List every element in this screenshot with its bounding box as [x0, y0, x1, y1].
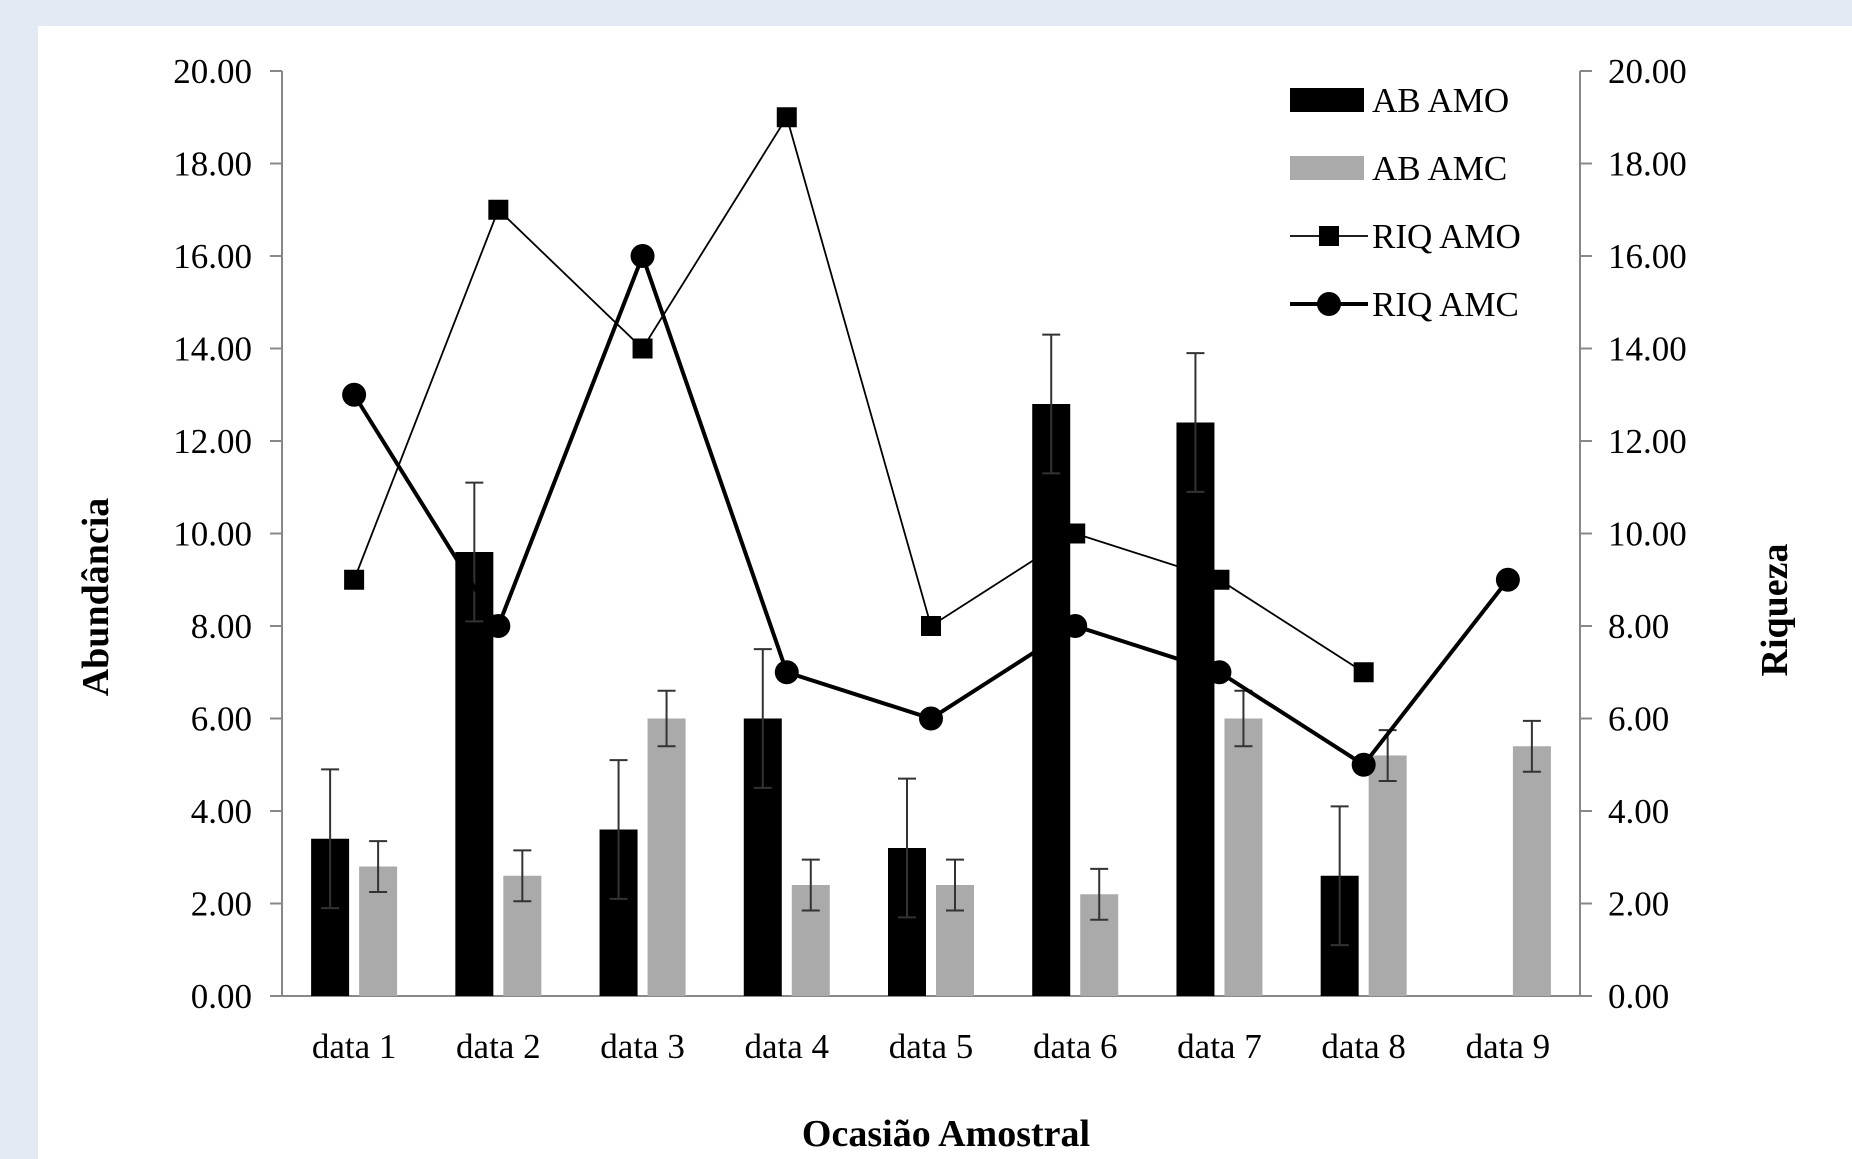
x-tick-label: data 1 — [312, 1027, 397, 1066]
circle-point — [1207, 660, 1232, 685]
y-left-tick-label: 10.00 — [173, 515, 252, 554]
bars — [311, 333, 1551, 996]
x-tick-label: data 2 — [456, 1027, 541, 1066]
y-axis-left-title: Abundância — [75, 498, 117, 697]
circle-point — [1495, 567, 1520, 592]
circle-point — [486, 614, 511, 638]
y-left-tick-label: 6.00 — [191, 700, 252, 739]
y-left-tick-label: 14.00 — [173, 330, 252, 369]
lines — [342, 107, 1520, 777]
series-line — [352, 250, 1510, 768]
y-right-tick-label: 8.00 — [1608, 607, 1669, 646]
y-right-tick-label: 2.00 — [1608, 885, 1669, 924]
y-right-tick-label: 0.00 — [1608, 977, 1669, 1016]
y-right-tick-label: 14.00 — [1608, 330, 1687, 369]
x-tick-label: data 3 — [600, 1027, 685, 1066]
circle-point — [774, 660, 799, 685]
square-point — [1065, 523, 1086, 544]
y-left-tick-label: 16.00 — [173, 237, 252, 276]
x-tick-label: data 5 — [889, 1027, 974, 1066]
bar — [1032, 404, 1071, 996]
legend-swatch — [1290, 156, 1364, 180]
square-point — [921, 616, 941, 636]
square-point — [776, 107, 797, 128]
y-right-tick-label: 4.00 — [1608, 792, 1669, 831]
y-right-tick-label: 20.00 — [1608, 52, 1687, 91]
square-point — [1353, 662, 1374, 683]
circle-point — [630, 244, 655, 268]
legend: AB AMO AB AMC RIQ AMO RIQ AMC — [1290, 81, 1521, 324]
circle-point — [919, 706, 943, 731]
x-tick-label: data 7 — [1177, 1027, 1262, 1066]
legend-swatch — [1290, 88, 1364, 112]
y-left-tick-label: 12.00 — [173, 422, 252, 461]
y-left-tick-label: 4.00 — [191, 792, 252, 831]
y-axis-right-title: Riqueza — [1754, 544, 1796, 677]
series-line — [353, 115, 1365, 674]
x-tick-label: data 4 — [745, 1027, 830, 1066]
bar — [1368, 755, 1407, 996]
y-left-tick-label: 8.00 — [191, 607, 252, 646]
y-right-tick-label: 18.00 — [1608, 145, 1687, 184]
y-right-tick-label: 6.00 — [1608, 700, 1669, 739]
bar — [1176, 422, 1215, 996]
legend-label: AB AMC — [1372, 149, 1507, 188]
square-point — [1209, 569, 1230, 590]
square-point — [632, 338, 653, 359]
legend-label: RIQ AMO — [1372, 217, 1521, 256]
bar — [647, 718, 686, 996]
x-axis-title: Ocasião Amostral — [802, 1113, 1090, 1155]
legend-square-marker — [1319, 226, 1339, 246]
y-left-tick-label: 18.00 — [173, 145, 252, 184]
legend-label: RIQ AMC — [1372, 285, 1519, 324]
y-left-tick-label: 20.00 — [173, 52, 252, 91]
y-left-tick-label: 2.00 — [191, 885, 252, 924]
y-right-tick-label: 16.00 — [1608, 237, 1687, 276]
square-point — [488, 199, 509, 220]
circle-point — [342, 382, 367, 407]
bar — [1224, 718, 1263, 996]
x-tick-label: data 9 — [1466, 1027, 1551, 1066]
bar — [1512, 746, 1551, 996]
y-right-tick-label: 12.00 — [1608, 422, 1687, 461]
square-point — [344, 569, 365, 590]
circle-point — [1351, 752, 1376, 777]
legend-label: AB AMO — [1372, 81, 1509, 120]
legend-circle-marker — [1317, 292, 1341, 316]
circle-point — [1063, 614, 1088, 638]
y-left-tick-label: 0.00 — [191, 977, 252, 1016]
y-right-tick-label: 10.00 — [1608, 515, 1687, 554]
axes — [270, 70, 1592, 997]
x-tick-label: data 6 — [1033, 1027, 1118, 1066]
tick-labels: 0.00 0.00 2.00 2.00 4.00 4.00 6.00 6.00 8.00 8.00… — [173, 52, 1687, 1066]
x-tick-label: data 8 — [1321, 1027, 1406, 1066]
